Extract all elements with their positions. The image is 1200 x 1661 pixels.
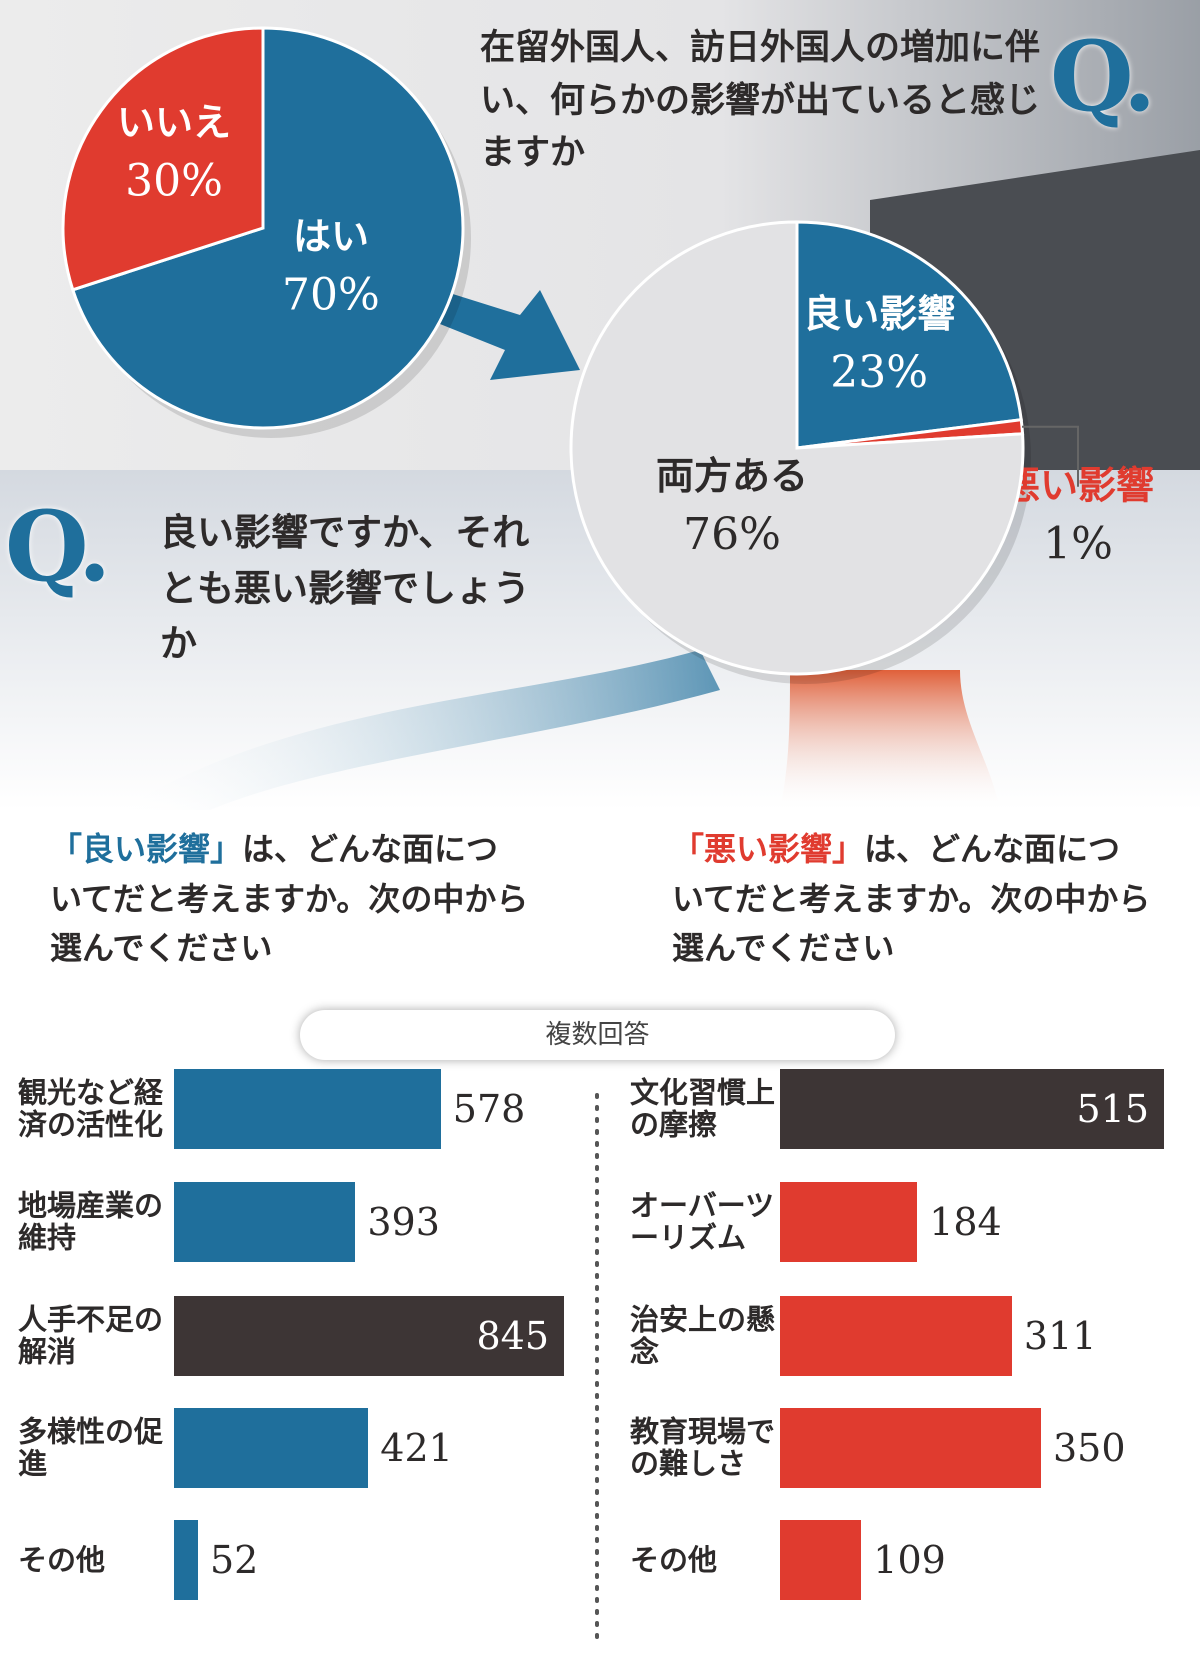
bar-row: 教育現場での難しさ 350: [0, 1408, 1200, 1488]
category-label: 治安上の懸念: [630, 1302, 776, 1369]
bar-row: その他 109: [0, 1520, 1200, 1600]
section-title: 「良い影響」は、どんな面についてだと考えますか。次の中から選んでください: [50, 825, 530, 974]
pie-value: 1%: [1043, 519, 1113, 570]
pie-value: 23%: [830, 347, 928, 398]
bar: [780, 1182, 918, 1262]
bar: [780, 1069, 1164, 1149]
bar-row: 文化習慣上の摩擦 515: [0, 1069, 1200, 1149]
bar: [174, 1296, 564, 1376]
bar-row: 人手不足の解消 845: [0, 1296, 1200, 1376]
bar-row: 多様性の促進 421: [0, 1408, 1200, 1488]
pie-value: 30%: [125, 155, 223, 206]
value-label: 393: [367, 1200, 440, 1244]
leader-line: [1021, 425, 1079, 487]
q-mark: Q.: [1050, 20, 1156, 133]
flow: [120, 650, 720, 810]
value-label: 184: [929, 1200, 1002, 1244]
bar: [780, 1408, 1041, 1488]
q-mark: Q.: [5, 490, 111, 603]
title-highlight: 「悪い影響」: [672, 830, 865, 868]
category-label: オーバーツーリズム: [630, 1188, 775, 1255]
pie-value: 70%: [282, 269, 380, 320]
value-label: 421: [380, 1426, 453, 1470]
pie-label: 両方ある: [656, 454, 808, 498]
category-label: その他: [18, 1542, 106, 1577]
category-label: 教育現場での難しさ: [630, 1414, 776, 1481]
bar: [780, 1520, 862, 1600]
pie-slice: [795, 220, 1023, 450]
category-label: 多様性の促進: [18, 1414, 164, 1481]
category-label: 文化習慣上の摩擦: [630, 1075, 776, 1142]
pie-label: 良い影響: [803, 292, 955, 336]
title-text: は、どんな面についてだと考えますか。次の中から選んでください: [50, 830, 529, 968]
bar: [780, 1296, 1012, 1376]
arrow: [430, 290, 580, 380]
pie-label: いいえ: [117, 100, 231, 144]
value-label: 350: [1052, 1426, 1126, 1470]
pie-label: 悪い影響: [1002, 464, 1154, 508]
category-label: 人手不足の解消: [18, 1302, 164, 1369]
bar: [174, 1069, 441, 1149]
value-label: 845: [476, 1314, 549, 1358]
bar-row: オーバーツーリズム 184: [0, 1182, 1200, 1262]
question-title: 良い影響ですか、それとも悪い影響でしょうか: [160, 511, 530, 665]
title-highlight: 「良い影響」: [50, 830, 243, 868]
category-label: その他: [630, 1542, 718, 1577]
pie-value: 76%: [683, 509, 781, 560]
pie-slice: [61, 26, 265, 292]
bar-row: その他 52: [0, 1520, 1200, 1600]
flow: [780, 670, 1000, 810]
title-text: は、どんな面についてだと考えますか。次の中から選んでください: [672, 830, 1151, 968]
note: 複数回答: [300, 1010, 895, 1060]
bar: [174, 1520, 198, 1600]
value-label: 515: [1076, 1087, 1149, 1131]
question-title: 在留外国人、訪日外国人の増加に伴い、何らかの影響が出ていると感じますか: [480, 28, 1041, 173]
bar: [174, 1182, 356, 1262]
bar-row: 地場産業の維持 393: [0, 1182, 1200, 1262]
bar: [174, 1408, 369, 1488]
section-title: 「悪い影響」は、どんな面についてだと考えますか。次の中から選んでください: [672, 825, 1152, 974]
value-label: 52: [210, 1538, 259, 1582]
value-label: 578: [452, 1087, 526, 1131]
pie-slice: [70, 26, 465, 430]
pie-slice: [569, 220, 1025, 676]
value-label: 109: [873, 1538, 946, 1582]
category-label: 地場産業の維持: [18, 1188, 164, 1255]
pie-label: はい: [293, 214, 369, 258]
value-label: 311: [1023, 1314, 1097, 1358]
bar-row: 観光など経済の活性化 578: [0, 1069, 1200, 1149]
bar-row: 治安上の懸念 311: [0, 1296, 1200, 1376]
category-label: 観光など経済の活性化: [18, 1075, 164, 1142]
